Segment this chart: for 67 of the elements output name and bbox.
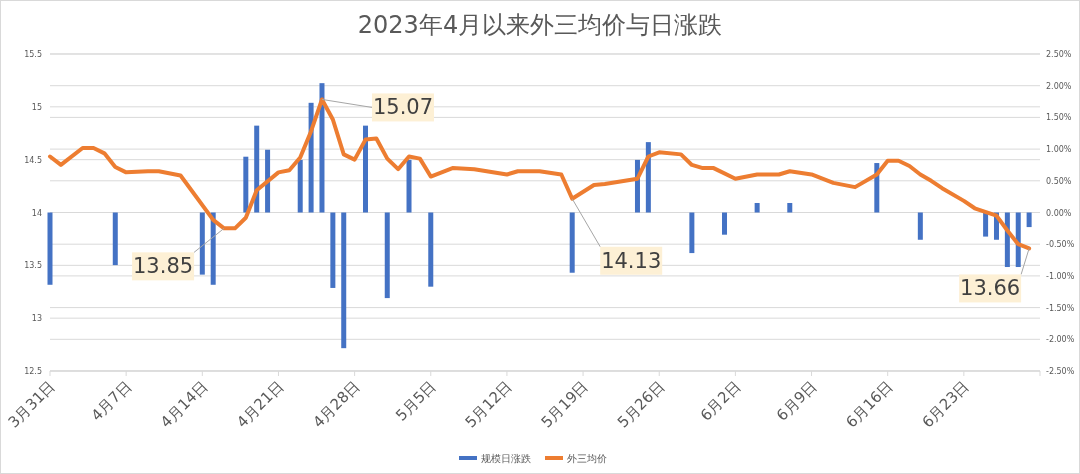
bar: [112, 212, 118, 266]
annotation: 13.66: [959, 247, 1030, 303]
x-tick-label: 5月26日: [613, 377, 669, 432]
annotation: 13.85: [132, 227, 225, 281]
annotation: 13.66: [960, 276, 1021, 301]
y2-tick-label: -2.00%: [1046, 335, 1075, 345]
x-tick-label: 6月9日: [772, 377, 821, 425]
y-tick-label: 14: [31, 208, 42, 218]
bar: [199, 212, 205, 275]
y2-tick-label: 1.50%: [1046, 113, 1072, 123]
bar: [265, 149, 271, 213]
bar: [406, 159, 412, 213]
bar: [47, 212, 53, 285]
chart-title: 2023年4月以来外三均价与日涨跌: [357, 11, 723, 39]
y-tick-label: 14.5: [24, 155, 42, 165]
bar: [689, 212, 695, 254]
x-tick-label: 6月23日: [918, 377, 973, 432]
annotation: 14.13: [571, 198, 663, 275]
bar: [645, 142, 651, 213]
y2-tick-label: -1.00%: [1046, 271, 1075, 281]
annotation: 15.07: [372, 95, 434, 120]
x-tick-label: 4月14日: [156, 377, 212, 432]
y2-tick-label: 0.50%: [1046, 176, 1072, 186]
bar: [243, 156, 249, 213]
y2-tick-label: -2.50%: [1046, 367, 1075, 376]
legend-label: 规模日涨跌: [481, 453, 531, 464]
y-tick-label: 15.5: [24, 50, 42, 59]
y2-tick-label: 0.00%: [1046, 208, 1072, 218]
bar: [1026, 212, 1032, 228]
x-tick-label: 6月16日: [842, 377, 897, 432]
y-tick-label: 13.5: [24, 261, 42, 271]
y2-tick-label: 2.50%: [1046, 50, 1072, 59]
y-tick-label: 12.5: [24, 367, 42, 376]
bar: [384, 212, 390, 299]
bar: [297, 159, 303, 213]
bar: [330, 212, 336, 288]
bar: [254, 125, 260, 213]
bar: [363, 125, 368, 213]
x-tick-label: 4月7日: [87, 377, 135, 425]
bar: [983, 212, 989, 237]
y2-tick-label: 2.00%: [1046, 81, 1072, 91]
x-tick-label: 6月2日: [696, 377, 745, 425]
y-tick-label: 15: [31, 102, 42, 112]
x-tick-label: 5月19日: [537, 377, 592, 432]
bar: [1015, 212, 1021, 268]
bar: [722, 212, 728, 235]
y2-tick-label: 1.00%: [1046, 145, 1072, 155]
x-tick-label: 5月5日: [392, 377, 440, 425]
bar: [428, 212, 434, 287]
x-tick-label: 5月12日: [461, 377, 516, 432]
bar: [341, 212, 347, 349]
y-tick-label: 13: [31, 314, 42, 324]
y2-tick-label: -0.50%: [1046, 240, 1075, 250]
bar: [319, 83, 325, 213]
bar: [754, 202, 760, 213]
bar: [787, 202, 793, 213]
line-series: [48, 97, 1032, 251]
x-tick-label: 3月31日: [4, 377, 59, 432]
x-tick-label: 4月21日: [233, 377, 288, 432]
annotation: 14.13: [601, 248, 662, 273]
y2-tick-label: -1.50%: [1046, 303, 1075, 313]
annotation: 13.85: [133, 254, 194, 279]
annotation: 15.07: [321, 93, 434, 122]
bar: [917, 212, 923, 240]
bar: [569, 212, 575, 273]
legend-label: 外三均价: [567, 453, 607, 464]
x-tick-label: 4月28日: [309, 377, 364, 432]
